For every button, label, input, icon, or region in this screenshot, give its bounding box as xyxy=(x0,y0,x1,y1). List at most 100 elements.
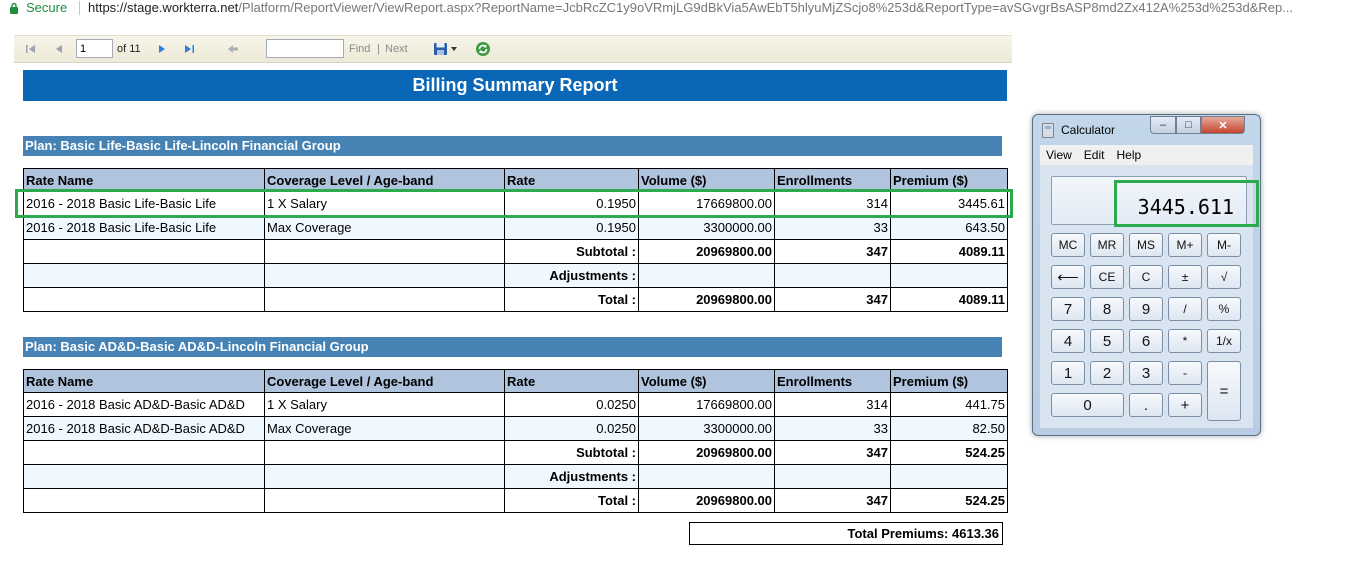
percent-button[interactable]: % xyxy=(1207,297,1241,321)
subtotal-row: Subtotal : 20969800.00 347 4089.11 xyxy=(23,239,1008,264)
maximize-icon: □ xyxy=(1185,119,1192,131)
mr-button[interactable]: MR xyxy=(1090,233,1124,257)
digit-3-button[interactable]: 3 xyxy=(1129,361,1163,385)
subtotal-premium: 524.25 xyxy=(890,440,1008,465)
col-rate: Rate xyxy=(504,369,639,393)
export-button[interactable] xyxy=(432,42,460,56)
cell-volume: 3300000.00 xyxy=(638,215,775,240)
cell-rate-name: 2016 - 2018 Basic Life-Basic Life xyxy=(23,191,265,216)
basic-life-table: Rate Name Coverage Level / Age-band Rate… xyxy=(23,168,1008,312)
mc-button[interactable]: MC xyxy=(1051,233,1085,257)
secure-label: Secure xyxy=(26,0,68,15)
total-row: Total : 20969800.00 347 4089.11 xyxy=(23,287,1008,312)
col-volume: Volume ($) xyxy=(638,369,775,393)
cell-rate: 0.1950 xyxy=(504,191,639,216)
cell-enrollments: 33 xyxy=(774,416,891,441)
cell-volume: 3300000.00 xyxy=(638,416,775,441)
divide-button[interactable]: / xyxy=(1168,297,1202,321)
minimize-button[interactable]: – xyxy=(1150,116,1176,134)
digit-5-button[interactable]: 5 xyxy=(1090,329,1124,353)
equals-button[interactable]: = xyxy=(1207,361,1241,421)
calculator-titlebar[interactable]: Calculator – □ ✕ xyxy=(1033,115,1260,145)
m-minus-button[interactable]: M- xyxy=(1207,233,1241,257)
subtotal-label: Subtotal : xyxy=(504,440,639,465)
digit-9-button[interactable]: 9 xyxy=(1129,297,1163,321)
multiply-button[interactable]: * xyxy=(1168,329,1202,353)
cell-coverage: Max Coverage xyxy=(264,215,505,240)
table-row: 2016 - 2018 Basic AD&D-Basic AD&D Max Co… xyxy=(23,416,1008,441)
address-bar[interactable]: Secure https://stage.workterra.net/Platf… xyxy=(0,0,1366,16)
clear-button[interactable]: C xyxy=(1129,265,1163,289)
ce-button[interactable]: CE xyxy=(1090,265,1124,289)
total-label: Total : xyxy=(504,488,639,513)
subtract-button[interactable]: - xyxy=(1168,361,1202,385)
m-plus-button[interactable]: M+ xyxy=(1168,233,1202,257)
find-input[interactable] xyxy=(266,39,344,58)
cell-enrollments: 314 xyxy=(774,191,891,216)
menu-view[interactable]: View xyxy=(1046,148,1072,162)
digit-6-button[interactable]: 6 xyxy=(1129,329,1163,353)
url-text[interactable]: https://stage.workterra.net/Platform/Rep… xyxy=(88,0,1293,16)
first-page-button[interactable] xyxy=(24,42,38,56)
subtotal-enrollments: 347 xyxy=(774,440,891,465)
previous-page-icon xyxy=(56,45,62,53)
table-header-row: Rate Name Coverage Level / Age-band Rate… xyxy=(23,168,1008,192)
cell-enrollments: 314 xyxy=(774,392,891,417)
ms-button[interactable]: MS xyxy=(1129,233,1163,257)
total-enrollments: 347 xyxy=(774,488,891,513)
plan-header-basic-add: Plan: Basic AD&D-Basic AD&D-Lincoln Fina… xyxy=(23,337,1002,357)
find-next-link[interactable]: Next xyxy=(385,43,408,55)
plus-minus-button[interactable]: ± xyxy=(1168,265,1202,289)
cell-volume: 17669800.00 xyxy=(638,392,775,417)
cell-rate-name: 2016 - 2018 Basic AD&D-Basic AD&D xyxy=(23,392,265,417)
total-label: Total : xyxy=(504,287,639,312)
decimal-button[interactable]: . xyxy=(1129,393,1163,417)
subtotal-enrollments: 347 xyxy=(774,239,891,264)
cell-rate-name: 2016 - 2018 Basic Life-Basic Life xyxy=(23,215,265,240)
table-row: 2016 - 2018 Basic Life-Basic Life Max Co… xyxy=(23,215,1008,240)
total-premium: 4089.11 xyxy=(890,287,1008,312)
next-page-icon xyxy=(159,45,165,53)
table-row: 2016 - 2018 Basic AD&D-Basic AD&D 1 X Sa… xyxy=(23,392,1008,417)
cell-coverage: Max Coverage xyxy=(264,416,505,441)
cell-rate-name: 2016 - 2018 Basic AD&D-Basic AD&D xyxy=(23,416,265,441)
adjustments-label: Adjustments : xyxy=(504,464,639,489)
subtotal-label: Subtotal : xyxy=(504,239,639,264)
digit-4-button[interactable]: 4 xyxy=(1051,329,1085,353)
digit-0-button[interactable]: 0 xyxy=(1051,393,1124,417)
digit-1-button[interactable]: 1 xyxy=(1051,361,1085,385)
digit-2-button[interactable]: 2 xyxy=(1090,361,1124,385)
add-button[interactable]: + xyxy=(1168,393,1202,417)
reciprocal-button[interactable]: 1/x xyxy=(1207,329,1241,353)
total-enrollments: 347 xyxy=(774,287,891,312)
maximize-button[interactable]: □ xyxy=(1176,116,1201,134)
close-button[interactable]: ✕ xyxy=(1201,116,1245,134)
calculator-window: Calculator – □ ✕ View Edit Help 3445.611 M… xyxy=(1032,114,1261,436)
page-number-input[interactable] xyxy=(76,39,113,58)
col-coverage-level: Coverage Level / Age-band xyxy=(264,369,505,393)
backspace-button[interactable]: ⟵ xyxy=(1051,265,1085,289)
digit-7-button[interactable]: 7 xyxy=(1051,297,1085,321)
sqrt-button[interactable]: √ xyxy=(1207,265,1241,289)
cell-premium: 643.50 xyxy=(890,215,1008,240)
find-link[interactable]: Find xyxy=(349,43,371,55)
basic-add-table: Rate Name Coverage Level / Age-band Rate… xyxy=(23,369,1008,513)
next-page-button[interactable] xyxy=(155,42,169,56)
last-page-button[interactable] xyxy=(182,42,196,56)
back-arrow-icon xyxy=(228,45,238,53)
menu-edit[interactable]: Edit xyxy=(1083,148,1105,162)
refresh-button[interactable] xyxy=(475,41,491,57)
adjustments-label: Adjustments : xyxy=(504,263,639,288)
total-premium: 524.25 xyxy=(890,488,1008,513)
subtotal-volume: 20969800.00 xyxy=(638,239,775,264)
display-value: 3445.611 xyxy=(1137,195,1234,219)
url-path: /Platform/ReportViewer/ViewReport.aspx?R… xyxy=(238,0,1294,15)
back-to-parent-button[interactable] xyxy=(226,42,240,56)
calculator-menu-bar: View Edit Help xyxy=(1040,145,1253,165)
subtotal-row: Subtotal : 20969800.00 347 524.25 xyxy=(23,440,1008,465)
total-premiums: Total Premiums: 4613.36 xyxy=(689,522,1003,545)
previous-page-button[interactable] xyxy=(52,42,66,56)
col-rate-name: Rate Name xyxy=(23,168,265,192)
menu-help[interactable]: Help xyxy=(1116,148,1142,162)
digit-8-button[interactable]: 8 xyxy=(1090,297,1124,321)
